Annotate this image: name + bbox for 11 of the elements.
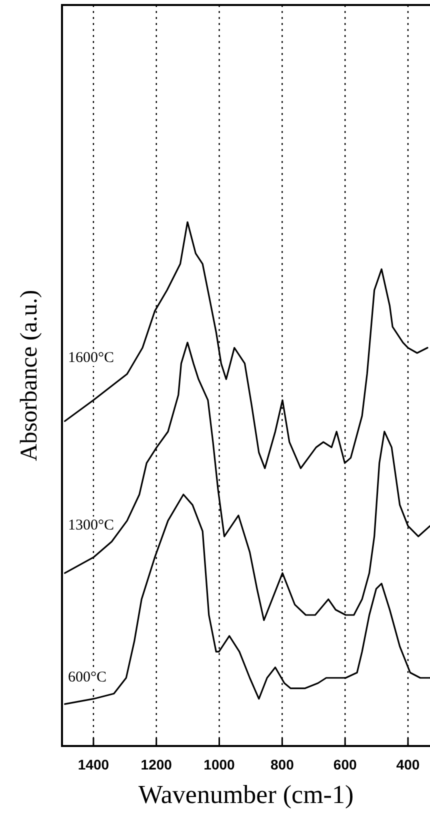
x-tick-label: 1400 (78, 756, 110, 772)
x-tick-label: 1000 (204, 756, 236, 772)
x-tick-label: 400 (396, 756, 420, 772)
series-label: 1600°C (68, 350, 114, 366)
x-tick-label: 600 (333, 756, 357, 772)
x-tick-label: 800 (270, 756, 294, 772)
x-tick-label: 1200 (140, 756, 172, 772)
x-axis-title: Wavenumber (cm-1) (138, 780, 354, 810)
series-label: 600°C (68, 670, 107, 686)
series-label: 1300°C (68, 518, 114, 534)
y-axis-title: Absorbance (a.u.) (16, 290, 42, 462)
